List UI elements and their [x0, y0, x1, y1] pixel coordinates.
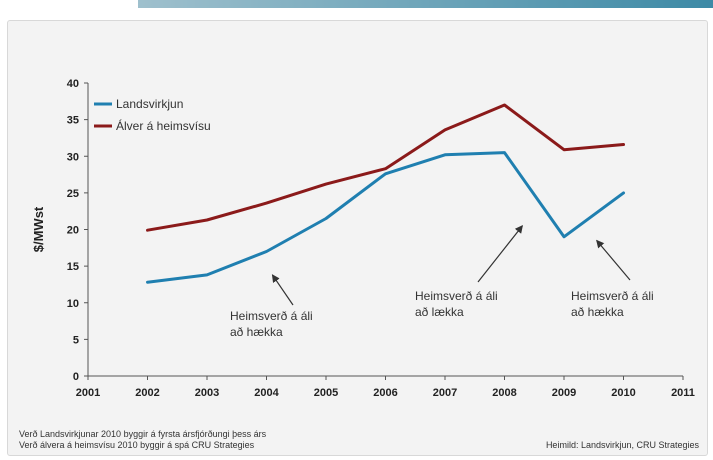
y-tick-label: 5	[73, 334, 79, 346]
y-tick-label: 40	[67, 78, 79, 90]
y-tick-label: 30	[67, 151, 79, 163]
legend-label-2: Álver á heimsvísu	[116, 118, 211, 133]
header-bar	[138, 0, 713, 8]
annotation-line1-3: Heimsverð á áli	[571, 289, 654, 303]
x-tick-label: 2001	[76, 387, 100, 399]
annotation-arrow-2	[477, 225, 523, 283]
x-tick-label: 2010	[611, 387, 635, 399]
series-line-1	[146, 151, 625, 284]
annotation-line2-1: að hækka	[230, 325, 283, 339]
y-tick-label: 20	[67, 225, 79, 237]
annotation-line2-2: að lækka	[415, 305, 464, 319]
y-tick-label: 10	[67, 298, 79, 310]
x-tick-label: 2003	[195, 387, 219, 399]
y-tick-label: 15	[67, 261, 79, 273]
x-tick-label: 2008	[492, 387, 516, 399]
footnote-1: Verð Landsvirkjunar 2010 byggir á fyrsta…	[19, 429, 267, 439]
x-tick-label: 2006	[373, 387, 397, 399]
x-tick-label: 2002	[135, 387, 159, 399]
annotation-arrow-3	[596, 239, 631, 281]
y-tick-label: 25	[67, 188, 79, 200]
x-tick-label: 2005	[314, 387, 338, 399]
y-axis-label: $/MWst	[31, 206, 46, 252]
x-tick-label: 2004	[254, 387, 279, 399]
x-tick-label: 2007	[433, 387, 457, 399]
x-tick-label: 2011	[671, 387, 695, 399]
source-note: Heimild: Landsvirkjun, CRU Strategies	[545, 440, 699, 450]
annotation-arrow-1	[271, 274, 294, 306]
legend-label-1: Landsvirkjun	[116, 97, 183, 111]
series-line-2	[146, 103, 625, 232]
chart-panel	[7, 20, 708, 456]
y-tick-label: 0	[73, 371, 79, 383]
x-tick-label: 2009	[552, 387, 576, 399]
annotation-line1-2: Heimsverð á áli	[415, 289, 498, 303]
annotation-line2-3: að hækka	[571, 305, 624, 319]
y-tick-label: 35	[67, 115, 79, 127]
footnote-2: Verð álvera á heimsvísu 2010 byggir á sp…	[19, 440, 255, 450]
annotation-line1-1: Heimsverð á áli	[230, 309, 313, 323]
